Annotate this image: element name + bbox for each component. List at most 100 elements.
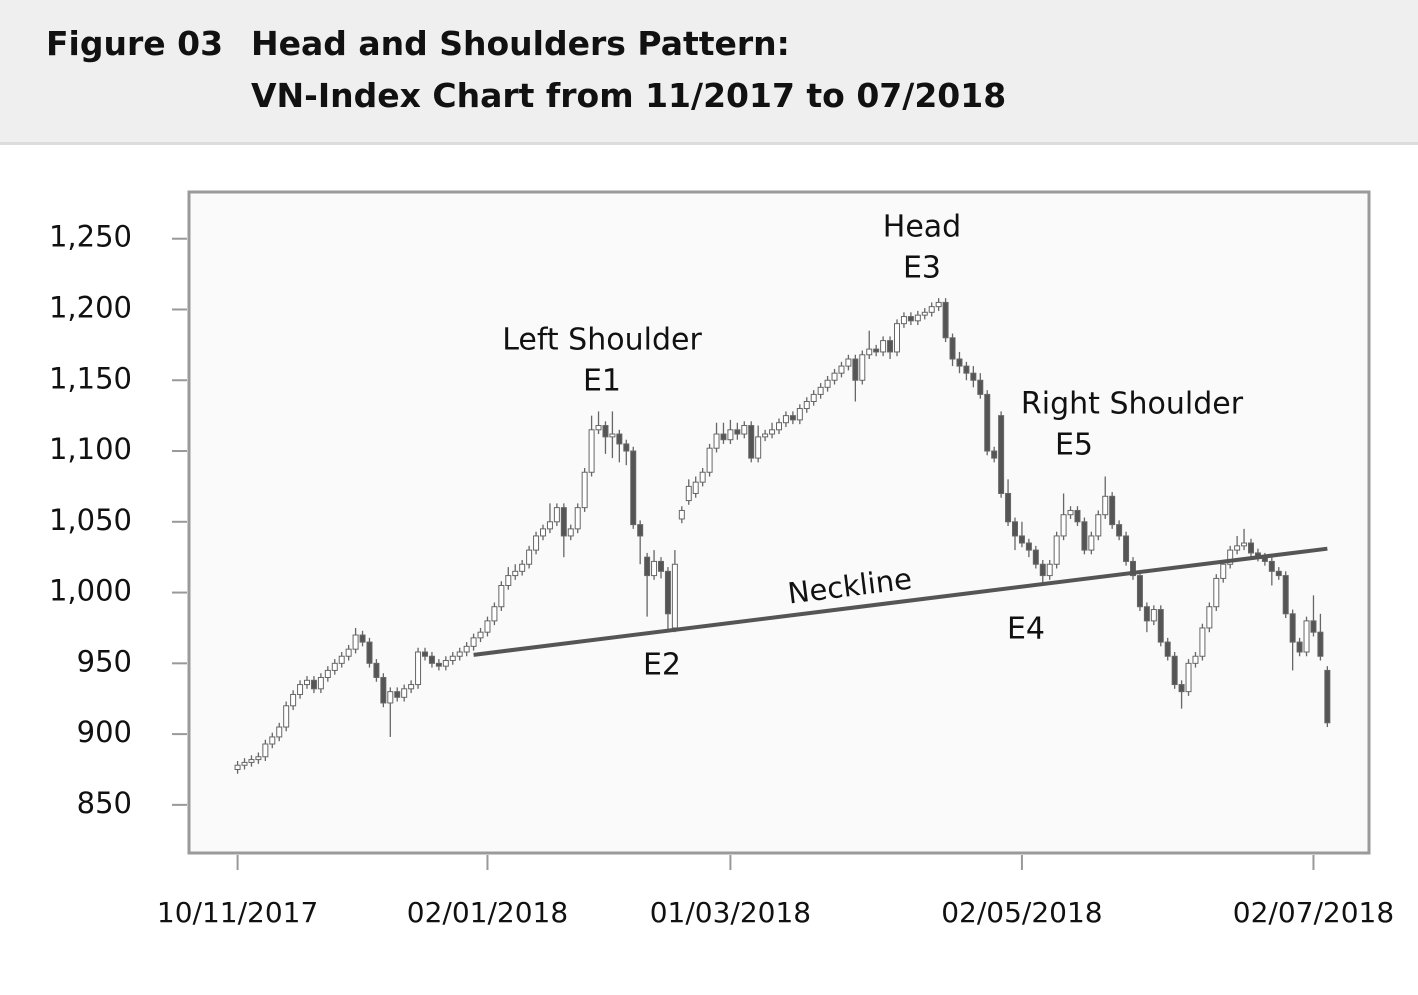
candle-body (442, 660, 449, 667)
candle-body (366, 641, 373, 664)
candle-body (248, 759, 255, 763)
candle-body (408, 684, 415, 690)
x-tick-label: 01/03/2018 (650, 896, 811, 929)
annotation: E2 (643, 648, 681, 683)
candle-body (1130, 560, 1136, 577)
candle-body (283, 705, 290, 728)
candle-body (859, 354, 866, 381)
candle-body (609, 433, 616, 438)
candle-body (1234, 545, 1241, 551)
candle-body (692, 481, 699, 494)
annotation: E4 (1007, 612, 1045, 647)
candle-body (685, 485, 692, 502)
x-tick-label: 02/05/2018 (941, 896, 1102, 929)
candle-body (304, 679, 310, 686)
figure-label: Figure 03 (46, 24, 224, 63)
candle-body (984, 393, 991, 452)
candle-body (1317, 631, 1324, 657)
candle-body (269, 736, 276, 745)
candle-body (678, 509, 685, 520)
candle-body (921, 311, 928, 316)
candle-body (831, 372, 838, 381)
candle-body (713, 433, 720, 449)
candle-body (748, 425, 755, 459)
x-tick-label: 10/11/2017 (157, 896, 318, 929)
candle-body (463, 645, 470, 653)
candle-body (331, 662, 338, 671)
candle-body (838, 365, 845, 374)
candle-body (803, 400, 810, 410)
candle-body (1178, 684, 1185, 693)
candle-body (428, 655, 435, 664)
candle-body (796, 408, 803, 421)
candle-body (540, 528, 546, 537)
candle-body (324, 669, 331, 678)
candle-body (824, 379, 831, 388)
chart-title: Head and Shoulders Pattern: (251, 24, 790, 63)
candle-body (1241, 542, 1248, 547)
candle-body (706, 447, 713, 473)
candle-body (401, 688, 408, 698)
candle-body (1220, 563, 1227, 579)
candle-body (567, 528, 574, 537)
candle-body (1039, 563, 1046, 577)
candle-body (789, 415, 796, 421)
candle-body (900, 316, 907, 325)
candle-body (1046, 563, 1053, 577)
candle-body (963, 365, 970, 374)
annotation: E1 (583, 364, 621, 399)
y-tick-label: 950 (77, 644, 132, 678)
candle-body (991, 450, 998, 459)
candle-body (255, 756, 262, 761)
candle-body (415, 651, 422, 686)
candle-body (970, 372, 977, 381)
candle-body (1116, 524, 1123, 537)
candle-body (1025, 542, 1032, 551)
candle-body (651, 560, 658, 577)
candle-body (1248, 542, 1254, 554)
x-tick-label: 02/07/2018 (1233, 896, 1394, 929)
annotation: Right Shoulder (1021, 387, 1244, 422)
candle-body (352, 634, 359, 650)
y-tick-label: 1,000 (49, 574, 132, 608)
candle-body (338, 655, 345, 664)
candle-body (373, 662, 380, 678)
candle-body (1296, 641, 1303, 653)
chart: 850 900 950 1,000 1,050 1,100 1,150 1,200 1,250 1… (49, 190, 1394, 929)
candle-body (491, 606, 498, 622)
candle-body (720, 433, 727, 441)
y-tick-label: 1,050 (49, 503, 132, 537)
candle-body (512, 570, 519, 577)
candle-body (1081, 521, 1088, 551)
candle-body (505, 575, 512, 586)
candle-body (1102, 495, 1109, 516)
candle-body (1005, 492, 1012, 523)
candle-body (435, 662, 442, 667)
y-tick-label: 1,250 (49, 220, 132, 254)
candle-body (595, 425, 602, 431)
candle-body (845, 358, 852, 367)
candle-body (1282, 575, 1289, 615)
candle-body (581, 471, 588, 509)
candle-body (1012, 521, 1018, 537)
candle-body (1227, 549, 1234, 565)
candle-body (1150, 609, 1157, 622)
candle-body (234, 764, 241, 770)
candle-body (894, 323, 900, 353)
candle-body (553, 507, 560, 523)
candle-body (1067, 509, 1074, 516)
candle-body (630, 450, 637, 526)
candle-body (560, 507, 567, 537)
candle-body (574, 507, 581, 530)
candle-body (1136, 575, 1143, 608)
candle-body (616, 433, 623, 445)
candle-body (317, 676, 324, 690)
candle-body (873, 348, 880, 353)
candle-body (1206, 606, 1213, 629)
candle-body (297, 684, 304, 695)
y-tick-label: 1,150 (49, 361, 132, 395)
candle-body (1060, 514, 1067, 537)
candle-body (658, 560, 664, 572)
candle-body (1275, 570, 1282, 577)
